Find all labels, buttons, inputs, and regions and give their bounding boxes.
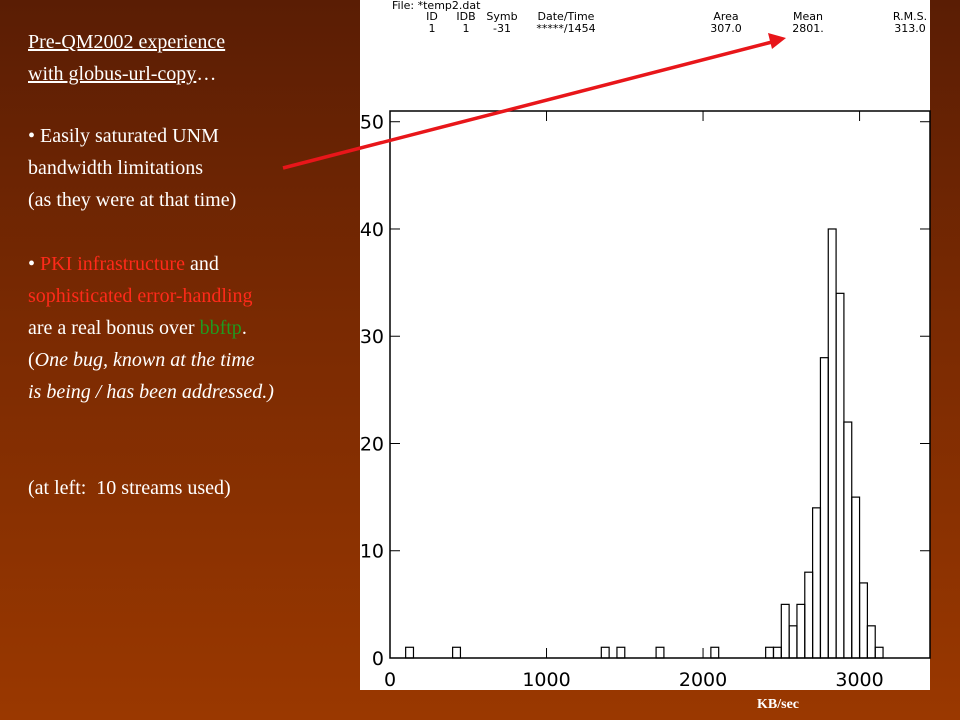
bullet-line: sophisticated error-handling	[28, 285, 253, 307]
text: are a real bonus over	[28, 317, 200, 339]
stats-value: 1	[429, 22, 436, 35]
plot-panel	[360, 0, 930, 690]
stats-header: ID	[426, 10, 438, 23]
heading: Pre-QM2002 experience	[28, 30, 225, 54]
y-tick-label: 50	[360, 112, 384, 134]
histogram-bar	[858, 582, 868, 659]
histogram-bar	[452, 646, 462, 659]
stats-header: R.M.S.	[893, 10, 927, 23]
text: .	[241, 317, 247, 339]
text: (	[28, 349, 35, 371]
heading-text: Pre-QM2002 experience	[28, 31, 226, 53]
histogram-bar	[405, 646, 415, 659]
bullet-line: • PKI infrastructure and	[28, 252, 219, 276]
arrow	[282, 40, 773, 170]
stats-value: *****/1454	[536, 22, 595, 35]
y-tick-label: 0	[372, 648, 384, 670]
stats-value: 1	[463, 22, 470, 35]
y-tick-label: 40	[360, 219, 384, 241]
text: PKI infrastructure	[40, 253, 185, 275]
histogram-bar	[655, 646, 665, 659]
bullet-line: bandwidth limitations	[28, 157, 203, 179]
bullet-line: (as they were at that time)	[28, 189, 237, 211]
text: bbftp	[199, 317, 242, 339]
stats-value: 307.0	[710, 22, 742, 35]
bullet-line: are a real bonus over bbftp.	[28, 316, 247, 340]
stats-header: IDB	[456, 10, 475, 23]
stats-header: Area	[713, 10, 738, 23]
histogram-bar	[616, 646, 626, 659]
stats-header: Mean	[793, 10, 823, 23]
text: and	[184, 253, 219, 275]
heading: with globus-url-copy…	[28, 62, 216, 86]
bullet-line: • Easily saturated UNM	[28, 125, 219, 147]
histogram-bar	[851, 496, 861, 659]
bullet-line: (One bug, known at the time	[28, 348, 255, 372]
y-tick-label: 30	[360, 326, 384, 348]
y-tick-label: 20	[360, 433, 384, 455]
note: (at left: 10 streams used)	[28, 477, 231, 499]
heading-text: …	[196, 63, 217, 85]
x-tick-label: 1000	[522, 669, 570, 691]
stats-value: 313.0	[894, 22, 926, 35]
histogram-bar	[710, 646, 720, 659]
histogram-bar	[600, 646, 610, 659]
stats-header: Symb	[486, 10, 517, 23]
stats-value: 2801.	[792, 22, 824, 35]
bullet-line: is being / has been addressed.)	[28, 381, 274, 403]
text: One bug, known at the time	[34, 349, 255, 371]
heading-text: with globus-url-copy	[28, 63, 197, 85]
arrow-head	[768, 33, 786, 49]
text: •	[28, 253, 41, 275]
x-tick-label: 0	[384, 669, 396, 691]
histogram-bar	[866, 625, 876, 659]
histogram-bar	[874, 646, 884, 659]
x-tick-label: 3000	[835, 669, 883, 691]
stats-header: Date/Time	[538, 10, 595, 23]
stats-file: File: *temp2.dat	[392, 0, 481, 12]
x-tick-label: 2000	[679, 669, 727, 691]
x-axis-label: KB/sec	[757, 697, 799, 712]
stats-value: -31	[493, 22, 511, 35]
y-tick-label: 10	[360, 541, 384, 563]
